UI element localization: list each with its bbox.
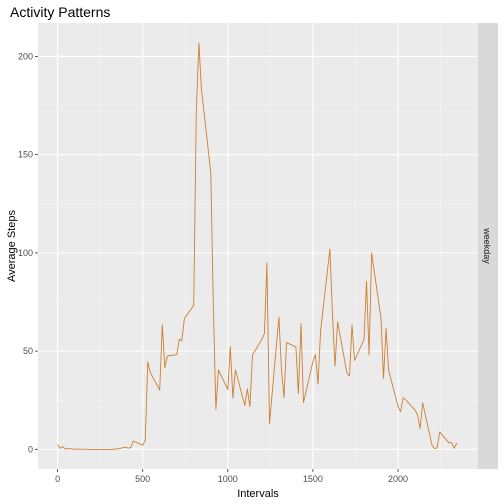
x-tick-label: 1500 xyxy=(303,474,323,484)
x-tick-label: 0 xyxy=(55,474,60,484)
y-tick-label: 50 xyxy=(23,346,33,356)
y-tick-label: 150 xyxy=(18,150,33,160)
grid-major xyxy=(38,23,478,469)
y-axis-title: Average Steps xyxy=(6,210,18,282)
y-axis: 0 50 100 150 200 xyxy=(18,51,38,454)
facet-strip-label: weekday xyxy=(482,227,492,264)
x-tick-label: 2000 xyxy=(388,474,408,484)
chart-title: Activity Patterns xyxy=(10,4,111,20)
y-tick-label: 100 xyxy=(18,248,33,258)
x-axis-title: Intervals xyxy=(237,488,279,500)
grid-minor xyxy=(38,23,478,469)
x-axis: 0 500 1000 1500 2000 xyxy=(55,469,408,484)
x-tick-label: 500 xyxy=(135,474,150,484)
y-tick-label: 0 xyxy=(28,444,33,454)
panel-background xyxy=(38,23,478,469)
series-layer xyxy=(57,42,458,450)
x-tick-label: 1000 xyxy=(218,474,238,484)
y-tick-label: 200 xyxy=(18,51,33,61)
facet-strip xyxy=(478,23,498,469)
series-line xyxy=(57,42,458,450)
